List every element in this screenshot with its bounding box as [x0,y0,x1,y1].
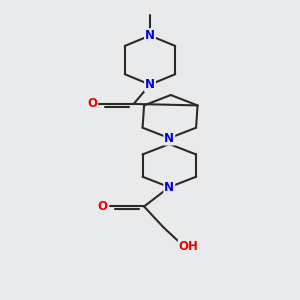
Text: N: N [164,132,174,145]
Text: N: N [145,29,155,42]
Text: O: O [87,98,97,110]
Text: OH: OH [179,240,199,253]
Text: N: N [164,181,174,194]
Text: N: N [145,78,155,91]
Text: O: O [98,200,107,213]
